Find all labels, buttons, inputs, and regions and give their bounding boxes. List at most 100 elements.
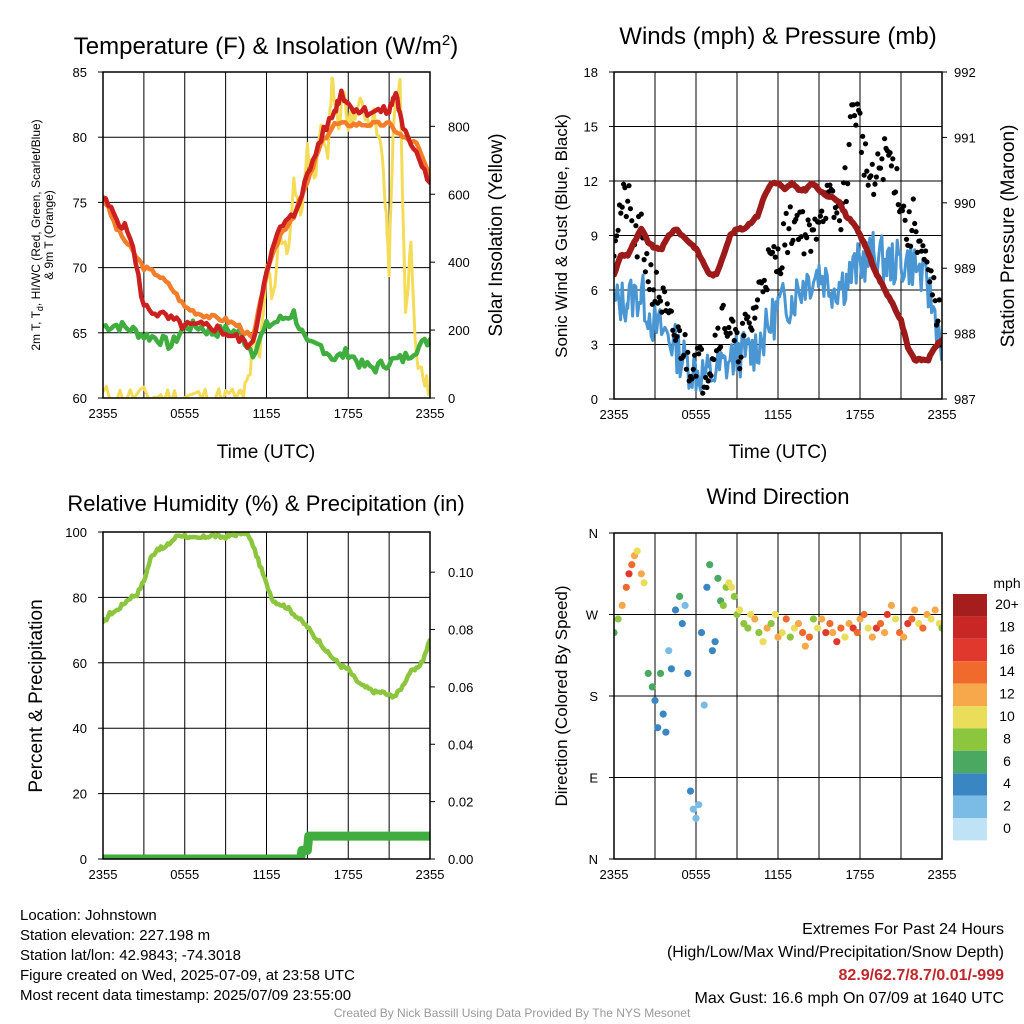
y-tick-label: E bbox=[589, 771, 598, 786]
gust-point bbox=[749, 327, 755, 333]
y-tick-label: N bbox=[589, 526, 598, 541]
direction-point bbox=[751, 615, 759, 623]
station-info: Location: Johnstown Station elevation: 2… bbox=[20, 906, 355, 1006]
max-gust: Max Gust: 16.6 mph On 07/09 at 1640 UTC bbox=[694, 990, 1005, 1007]
gust-point bbox=[698, 346, 705, 352]
gust-point bbox=[906, 209, 912, 215]
gust-point bbox=[730, 318, 736, 324]
gust-point bbox=[625, 198, 631, 204]
gust-point bbox=[731, 338, 737, 344]
gust-point bbox=[861, 172, 867, 178]
direction-point bbox=[714, 574, 722, 582]
y2-axis-label: Solar Insolation (Yellow) bbox=[486, 133, 507, 336]
y-tick-label: 75 bbox=[73, 195, 87, 210]
y2-tick-label: 988 bbox=[954, 327, 976, 342]
plot-frame bbox=[102, 71, 431, 399]
gust-point bbox=[646, 286, 653, 293]
x-tick-label: 2355 bbox=[416, 867, 445, 882]
gust-point bbox=[813, 236, 819, 242]
direction-point bbox=[644, 669, 652, 678]
gust-point bbox=[633, 223, 639, 229]
direction-point bbox=[826, 620, 834, 628]
x-tick-label: 2355 bbox=[600, 407, 629, 422]
direction-point bbox=[628, 561, 636, 569]
colorbar-label: 12 bbox=[999, 686, 1015, 702]
direction-point bbox=[927, 615, 935, 623]
colorbar-swatch bbox=[953, 661, 987, 684]
y-tick-label: 9 bbox=[591, 229, 598, 244]
direction-point bbox=[656, 669, 665, 678]
direction-point bbox=[614, 615, 622, 623]
y-tick-label: 80 bbox=[73, 130, 87, 145]
colorbar-unit: mph bbox=[993, 575, 1020, 591]
chart-title: Relative Humidity (%) & Precipitation (i… bbox=[67, 491, 464, 516]
x-tick-label: 1155 bbox=[253, 406, 281, 421]
y-tick-label: 100 bbox=[65, 525, 87, 540]
colorbar-label: 0 bbox=[1003, 820, 1011, 836]
gust-point bbox=[614, 233, 620, 239]
gust-point bbox=[880, 176, 886, 183]
gust-point bbox=[644, 251, 650, 257]
direction-point bbox=[703, 583, 711, 591]
direction-point bbox=[651, 696, 659, 705]
direction-point bbox=[853, 629, 861, 637]
direction-point bbox=[708, 647, 717, 655]
x-tick-label: 2355 bbox=[89, 406, 118, 421]
gust-point bbox=[775, 246, 781, 252]
gust-point bbox=[657, 298, 664, 304]
gust-point bbox=[928, 268, 934, 274]
y2-tick-label: 400 bbox=[448, 255, 470, 270]
gust-point bbox=[902, 217, 908, 223]
y2-tick-label: 0.06 bbox=[448, 680, 473, 695]
y2-tick-label: 0.02 bbox=[448, 795, 473, 810]
y-tick-label: 60 bbox=[73, 656, 87, 671]
colorbar-label: 6 bbox=[1003, 753, 1011, 769]
station-latlon: Station lat/lon: 42.9843; -74.3018 bbox=[20, 947, 242, 964]
direction-point bbox=[686, 787, 695, 795]
gust-point bbox=[786, 226, 792, 232]
gust-point bbox=[641, 257, 647, 263]
colorbar-swatch bbox=[953, 750, 987, 774]
y2-tick-label: 992 bbox=[954, 65, 976, 80]
recent-timestamp: Most recent data timestamp: 2025/07/09 2… bbox=[20, 987, 352, 1004]
y2-tick-label: 200 bbox=[448, 323, 470, 338]
colorbar-label: 4 bbox=[1003, 775, 1011, 791]
axis-ticks: 2355 0555 1155 1755 23550204060801000.000.02… bbox=[65, 525, 473, 882]
precip-line bbox=[103, 831, 430, 859]
colorbar-swatch bbox=[953, 616, 987, 639]
gust-point bbox=[929, 292, 936, 298]
direction-point bbox=[818, 615, 826, 623]
direction-point bbox=[730, 592, 738, 601]
gust-point bbox=[890, 156, 896, 162]
wind-line bbox=[614, 231, 942, 393]
gust-point bbox=[668, 308, 675, 314]
gust-point bbox=[651, 287, 657, 293]
chart-title: Wind Direction bbox=[706, 484, 849, 509]
gust-point bbox=[752, 315, 758, 321]
direction-point bbox=[667, 665, 676, 673]
x-tick-label: 1155 bbox=[764, 407, 792, 422]
direction-point bbox=[833, 638, 841, 646]
station-location: Location: Johnstown bbox=[20, 907, 157, 924]
gust-point bbox=[918, 248, 925, 254]
gust-point bbox=[854, 101, 860, 107]
y-axis-label: Direction (Colored By Speed) bbox=[552, 585, 571, 806]
direction-point bbox=[876, 620, 885, 628]
y-tick-label: 0 bbox=[591, 392, 598, 407]
x-tick-label: 1755 bbox=[846, 867, 875, 882]
direction-point bbox=[860, 610, 868, 619]
direction-point bbox=[671, 606, 680, 614]
gust-point bbox=[857, 110, 863, 116]
gust-point bbox=[806, 222, 813, 228]
y2-tick-label: 0.08 bbox=[448, 623, 473, 638]
gust-point bbox=[800, 209, 806, 215]
x-tick-label: 2355 bbox=[928, 867, 957, 882]
y2-tick-label: 989 bbox=[954, 261, 976, 276]
direction-point bbox=[700, 701, 708, 709]
gust-point bbox=[683, 366, 690, 372]
grid bbox=[613, 532, 943, 860]
colorbar-label: 16 bbox=[999, 641, 1015, 657]
gust-point bbox=[615, 227, 621, 233]
gust-point bbox=[853, 122, 859, 128]
gust-point bbox=[623, 213, 629, 220]
